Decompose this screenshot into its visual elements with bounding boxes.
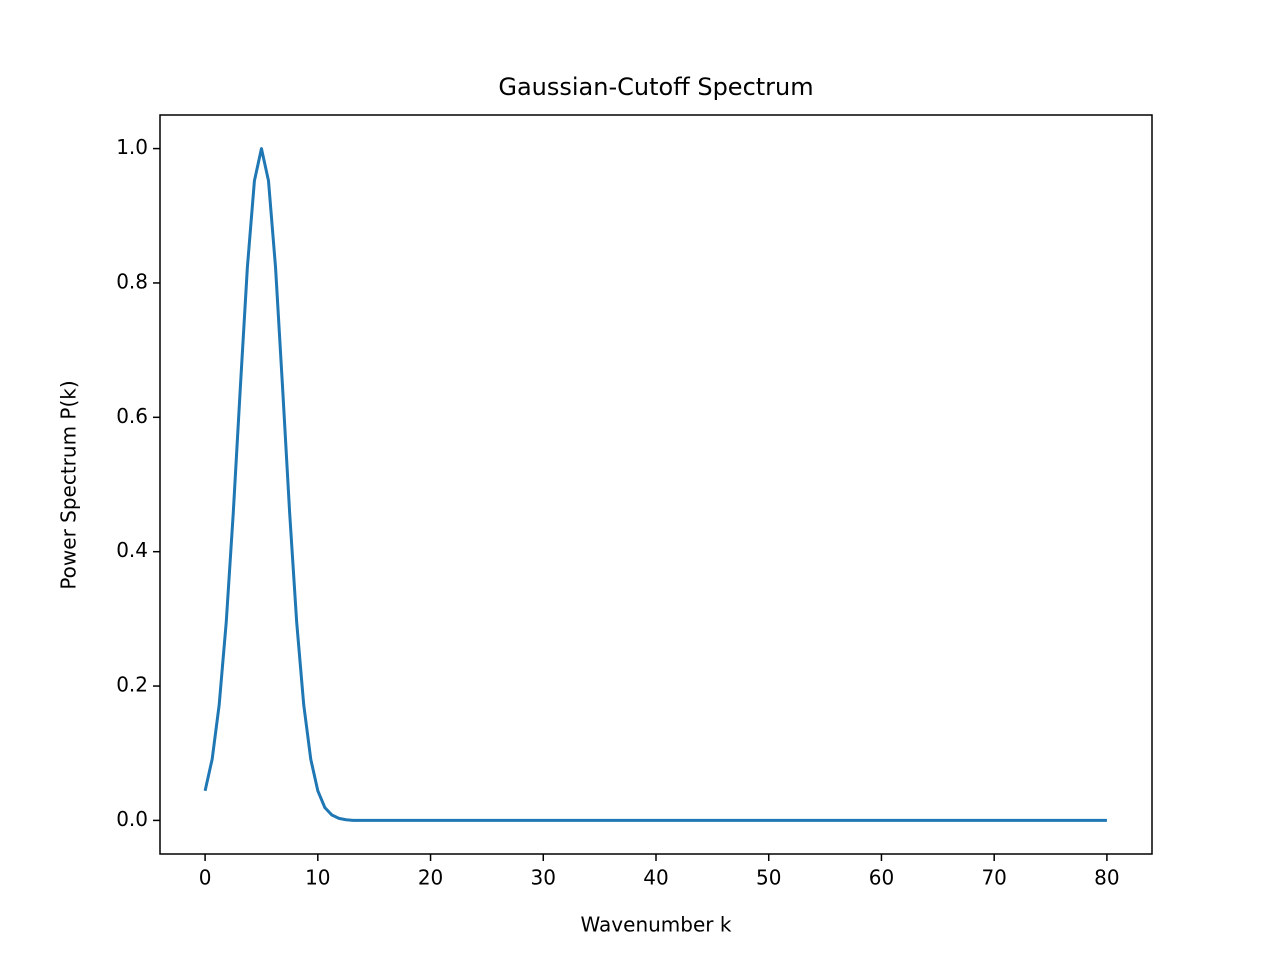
chart-title: Gaussian-Cutoff Spectrum [498, 73, 813, 101]
x-tick-label: 50 [756, 866, 781, 890]
x-tick-label: 30 [531, 866, 556, 890]
x-tick-label: 40 [643, 866, 668, 890]
y-tick-label: 0.2 [116, 673, 148, 697]
y-tick-label: 0.4 [116, 538, 148, 562]
y-tick-label: 0.6 [116, 404, 148, 428]
y-axis-label: Power Spectrum P(k) [57, 380, 81, 589]
x-tick-label: 60 [869, 866, 894, 890]
x-axis-label: Wavenumber k [581, 913, 732, 937]
y-tick-label: 1.0 [116, 135, 148, 159]
data-line [203, 147, 1107, 822]
x-tick-label: 0 [199, 866, 212, 890]
plot-frame [159, 114, 1153, 855]
x-tick-label: 80 [1094, 866, 1119, 890]
y-tick-label: 0.8 [116, 269, 148, 293]
y-tick-label: 0.0 [116, 807, 148, 831]
x-tick-label: 70 [981, 866, 1006, 890]
x-tick-label: 20 [418, 866, 443, 890]
x-tick-label: 10 [305, 866, 330, 890]
